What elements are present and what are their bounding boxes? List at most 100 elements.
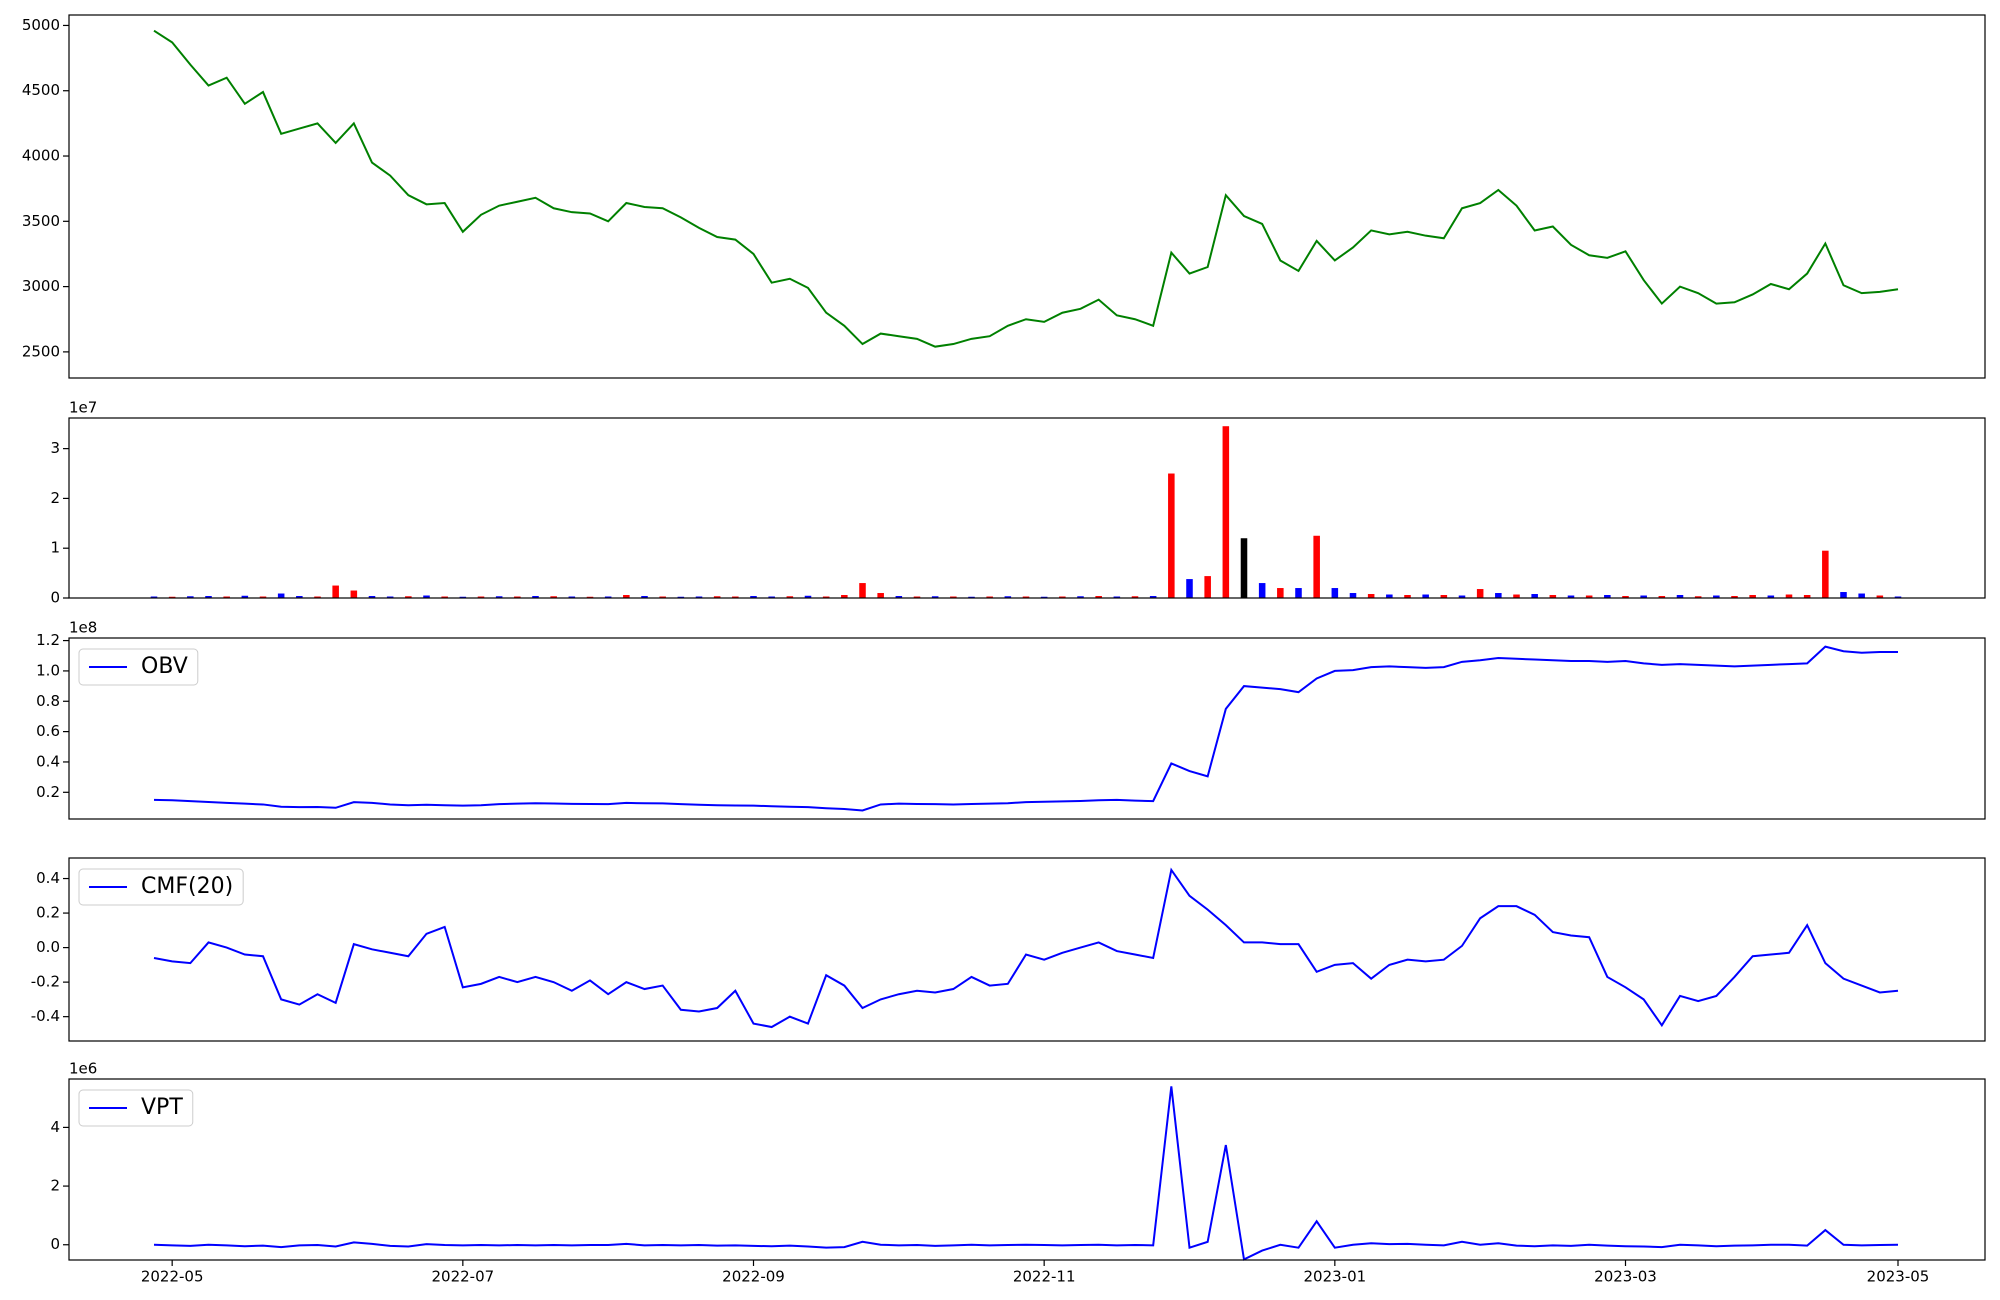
volume-bar	[1367, 594, 1375, 598]
y-tick-label: 2	[50, 1177, 60, 1195]
panel: 0 1 2 3 1e7	[50, 399, 1986, 607]
volume-bar	[332, 585, 339, 598]
y-tick-label: -0.4	[31, 1007, 60, 1025]
volume-bar	[931, 596, 939, 598]
volume-bar	[368, 596, 376, 598]
volume-bar	[968, 596, 975, 598]
axis-offset-label: 1e6	[69, 1060, 97, 1078]
volume-bar	[641, 596, 648, 598]
volume-bar	[859, 583, 866, 598]
volume-bar	[495, 596, 503, 598]
volume-bar	[1894, 596, 1902, 598]
volume-bar	[1240, 538, 1248, 598]
volume-bar	[441, 596, 448, 598]
volume-bar	[1767, 595, 1775, 598]
volume-bar	[168, 596, 176, 598]
volume-bar	[913, 596, 921, 598]
volume-bar	[895, 596, 903, 598]
volume-bar	[514, 596, 521, 598]
volume-bar	[822, 596, 830, 598]
volume-bar	[259, 596, 267, 598]
volume-bar	[1513, 594, 1520, 598]
volume-bar	[1713, 595, 1720, 598]
volume-bar	[713, 596, 721, 598]
y-tick-label: 0	[50, 1235, 60, 1253]
volume-bar	[1694, 596, 1702, 598]
volume-bar	[1604, 595, 1611, 598]
volume-bar	[1440, 595, 1448, 598]
volume-bar	[1331, 588, 1339, 598]
y-tick-label: 3500	[22, 212, 60, 230]
volume-bar	[568, 596, 576, 598]
volume-bar	[950, 596, 957, 598]
volume-bar	[386, 596, 394, 598]
volume-bar	[586, 596, 594, 598]
volume-bar	[296, 596, 303, 598]
x-tick-label: 2023-01	[1303, 1268, 1366, 1286]
volume-bar	[1204, 576, 1211, 598]
volume-bar	[532, 596, 539, 598]
legend: OBV	[78, 648, 199, 686]
x-tick-label: 2023-05	[1867, 1268, 1930, 1286]
y-tick-label: 0	[50, 589, 60, 607]
volume-bar	[604, 596, 612, 598]
y-tick-label: 4	[50, 1118, 60, 1136]
volume-bar	[1749, 595, 1756, 598]
volume-bar	[1404, 595, 1411, 598]
volume-bar	[1349, 593, 1357, 598]
volume-bar	[1840, 592, 1847, 598]
panel: -0.4 -0.2 0.0 0.2 0.4 CMF(20)	[31, 857, 1986, 1042]
panel: 2500 3000 3500 4000 4500 5000	[22, 14, 1986, 379]
volume-bar	[1531, 594, 1538, 598]
volume-bar	[314, 596, 321, 598]
volume-bar	[1095, 596, 1102, 598]
volume-bar	[1040, 596, 1048, 598]
y-tick-label: 5000	[22, 16, 60, 34]
volume-bar	[750, 596, 757, 598]
legend: VPT	[78, 1089, 194, 1127]
y-tick-label: 0.8	[36, 692, 60, 710]
volume-bar	[623, 595, 630, 598]
x-tick-label: 2022-11	[1013, 1268, 1076, 1286]
line	[153, 29, 1899, 348]
volume-bar	[205, 596, 212, 598]
volume-bar	[1476, 589, 1484, 598]
y-tick-label: 4000	[22, 147, 60, 165]
volume-bar	[1567, 595, 1575, 598]
y-tick-label: 3	[50, 439, 60, 457]
volume-bar	[1059, 596, 1066, 598]
volume-bar	[1131, 596, 1139, 598]
volume-bar	[1676, 595, 1684, 598]
volume-bar	[1731, 596, 1738, 598]
volume-bar	[405, 596, 412, 598]
legend-box	[78, 1089, 194, 1127]
y-tick-label: 0.0	[36, 938, 60, 956]
volume-bar	[350, 590, 358, 598]
volume-bar	[1386, 594, 1393, 598]
volume-bar	[1313, 535, 1320, 598]
volume-bar	[1495, 593, 1502, 598]
x-tick-label: 2022-07	[431, 1268, 494, 1286]
volume-bar	[1622, 596, 1629, 598]
panel: 0 2 4 1e6 VPT 2022-05 2022-07 2022-09 2022-11 202…	[50, 1060, 1986, 1286]
volume-bar	[768, 596, 775, 598]
y-tick-label: 0.4	[36, 869, 60, 887]
legend-label: OBV	[141, 654, 188, 679]
volume-bar	[659, 596, 666, 598]
x-tick-label: 2022-09	[722, 1268, 785, 1286]
volume-bar	[1295, 588, 1302, 598]
volume-bar	[1640, 595, 1647, 598]
volume-bar	[1186, 579, 1193, 598]
line	[153, 867, 1899, 1029]
volume-bar	[841, 595, 848, 598]
y-tick-label: 1.2	[36, 631, 60, 649]
volume-bar	[1549, 595, 1557, 598]
axes-frame	[68, 1078, 1986, 1261]
volume-bar	[732, 596, 739, 598]
y-tick-label: 4500	[22, 81, 60, 99]
volume-bar	[1168, 473, 1175, 598]
volume-bar	[1277, 588, 1284, 598]
axes-frame	[68, 14, 1986, 379]
y-tick-label: 2500	[22, 342, 60, 360]
